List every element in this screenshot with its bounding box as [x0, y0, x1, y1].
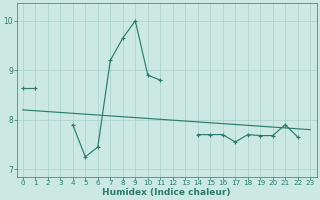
X-axis label: Humidex (Indice chaleur): Humidex (Indice chaleur) [102, 188, 231, 197]
